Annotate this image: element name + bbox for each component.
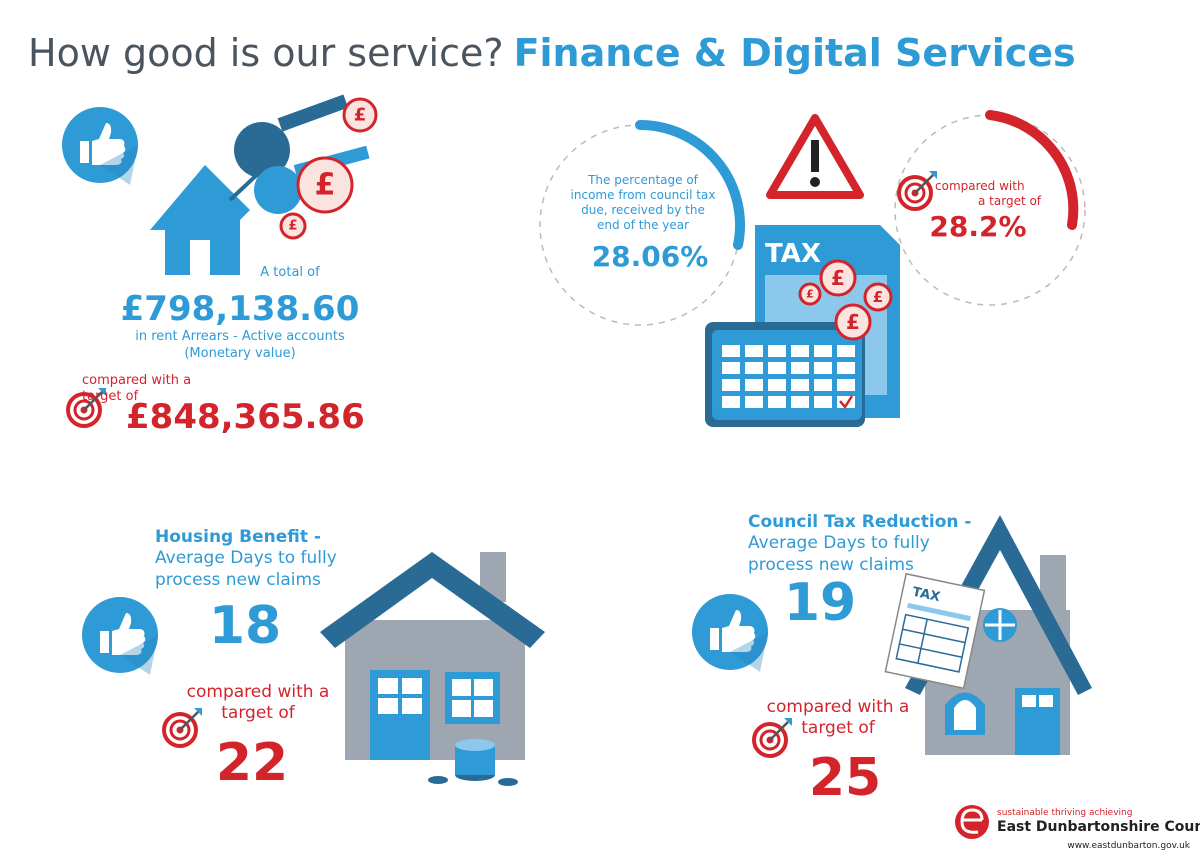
housing-value: 18	[209, 596, 281, 656]
rent-intro: A total of	[260, 265, 320, 280]
target-icon	[897, 169, 939, 211]
thumbs-up-icon	[692, 594, 768, 672]
rent-value: £798,138.60	[121, 289, 360, 329]
title-service: Finance & Digital Services	[514, 31, 1076, 75]
collection-description: income from council tax	[571, 188, 716, 202]
house-illustration	[320, 552, 545, 786]
collection-value: 28.06%	[592, 240, 709, 273]
coins: £ £ £	[279, 97, 378, 240]
comparison-text: target of	[801, 718, 875, 738]
coin-symbol: £	[354, 105, 367, 126]
footer-website: www.eastdunbarton.gov.uk	[1067, 841, 1190, 851]
collection-description: end of the year	[597, 218, 689, 232]
comparison-text: compared with	[935, 179, 1025, 193]
target-icon	[162, 706, 204, 748]
collection-target: 28.2%	[929, 210, 1026, 243]
thumbs-up-icon	[62, 107, 138, 185]
page-title: How good is our service? Finance & Digita…	[28, 31, 1076, 75]
rent-description: (Monetary value)	[184, 346, 295, 361]
section-title: Housing Benefit -	[155, 527, 321, 547]
progress-arc	[985, 110, 1079, 230]
footer-tagline: sustainable thriving achieving	[997, 808, 1132, 818]
housing-target: 22	[216, 733, 288, 793]
reduction-target: 25	[809, 748, 881, 808]
comparison-text: compared with a	[187, 682, 330, 702]
warning-icon	[766, 114, 864, 199]
rent-description: in rent Arrears - Active accounts	[135, 329, 345, 344]
section-subtitle: process new claims	[748, 555, 914, 575]
comparison-text: a target of	[978, 194, 1042, 208]
comparison-text: compared with a	[767, 697, 910, 717]
collection-description: due, received by the	[581, 203, 705, 217]
collection-description: The percentage of	[587, 173, 699, 187]
council-logo	[955, 805, 989, 839]
form-label: TAX	[911, 585, 941, 605]
comparison-text: target of	[82, 389, 139, 404]
section-subtitle: process new claims	[155, 570, 321, 590]
section-subtitle: Average Days to fully	[155, 548, 337, 568]
section-subtitle: Average Days to fully	[748, 533, 930, 553]
progress-arc	[635, 120, 745, 250]
coin-symbol: £	[831, 266, 845, 290]
title-lead: How good is our service?	[28, 31, 504, 75]
document-label: TAX	[765, 239, 821, 269]
thumbs-up-icon	[82, 597, 158, 675]
coin-symbol: £	[315, 168, 336, 203]
comparison-text: compared with a	[82, 373, 191, 388]
comparison-text: target of	[221, 703, 295, 723]
footer-organisation: East Dunbartonshire Council	[997, 819, 1200, 835]
target-icon	[752, 716, 794, 758]
coins: £ £ £ £	[798, 259, 893, 341]
coin-symbol: £	[846, 310, 860, 334]
coin-symbol: £	[806, 288, 814, 301]
rent-target: £848,365.86	[126, 397, 365, 437]
reduction-value: 19	[784, 573, 856, 633]
tax-calendar-illustration: TAX	[705, 225, 900, 427]
house-illustration: TAX	[884, 515, 1092, 755]
house-keys-illustration	[150, 94, 370, 275]
coin-symbol: £	[288, 219, 297, 234]
coin-symbol: £	[873, 288, 883, 306]
section-title: Council Tax Reduction -	[748, 512, 971, 532]
